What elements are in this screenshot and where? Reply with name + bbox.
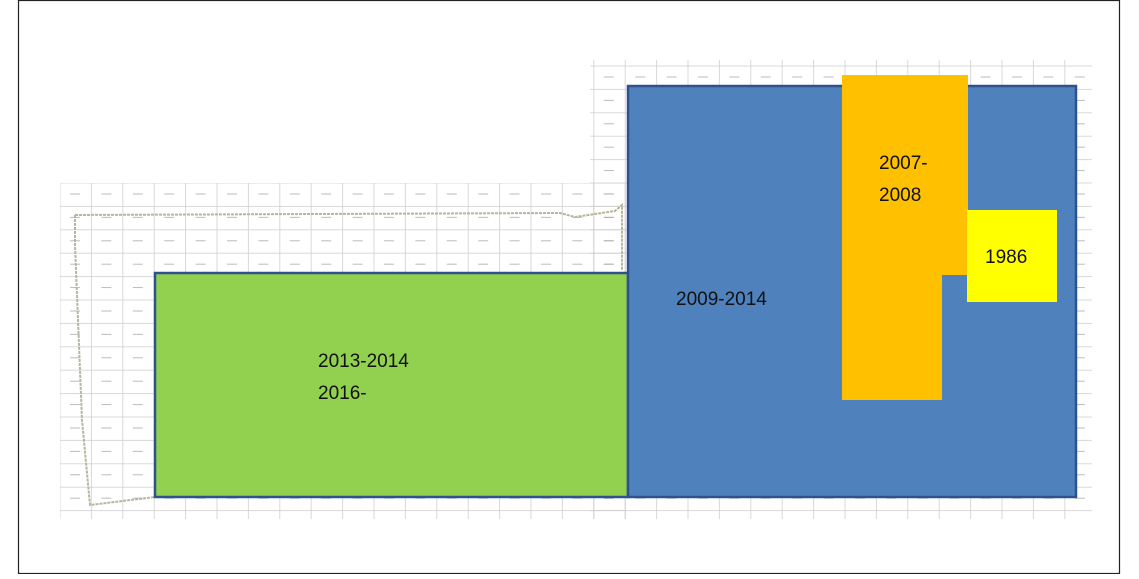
region-label: 2013-2014 [318,351,409,372]
site-outline [74,202,623,507]
region-label: 2009-2014 [676,289,767,310]
region-label: 2007- [879,153,928,174]
region-orange [842,75,968,400]
region-label: 2016- [318,383,367,404]
region-label: 2008 [879,185,921,206]
region-green [153,271,630,499]
region-yellow [967,210,1057,302]
region-label: 1986 [985,247,1027,268]
